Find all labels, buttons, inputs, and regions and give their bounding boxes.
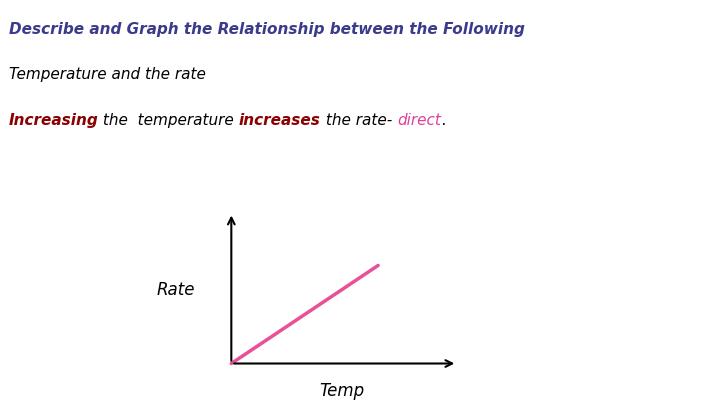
Text: increases: increases [239,113,321,128]
Text: Temp: Temp [320,382,364,400]
Text: the rate-: the rate- [321,113,397,128]
Text: direct: direct [397,113,441,128]
Text: .: . [441,113,446,128]
Text: the  temperature: the temperature [99,113,239,128]
Text: Rate: Rate [157,281,195,298]
Text: Describe and Graph the Relationship between the Following: Describe and Graph the Relationship betw… [9,22,524,37]
Text: Increasing: Increasing [9,113,99,128]
Text: Temperature and the rate: Temperature and the rate [9,67,205,82]
